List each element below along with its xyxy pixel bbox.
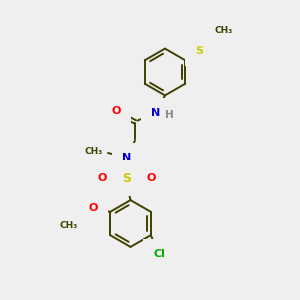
- Text: O: O: [97, 173, 106, 183]
- Text: O: O: [147, 173, 156, 183]
- Text: Cl: Cl: [153, 249, 165, 259]
- Text: S: S: [195, 46, 203, 56]
- Text: N: N: [151, 108, 160, 118]
- Text: O: O: [89, 203, 98, 213]
- Text: CH₃: CH₃: [84, 147, 103, 156]
- Text: O: O: [112, 106, 121, 116]
- Text: N: N: [122, 153, 131, 163]
- Text: CH₃: CH₃: [214, 26, 232, 35]
- Text: H: H: [165, 110, 174, 120]
- Text: S: S: [122, 172, 131, 185]
- Text: CH₃: CH₃: [59, 221, 77, 230]
